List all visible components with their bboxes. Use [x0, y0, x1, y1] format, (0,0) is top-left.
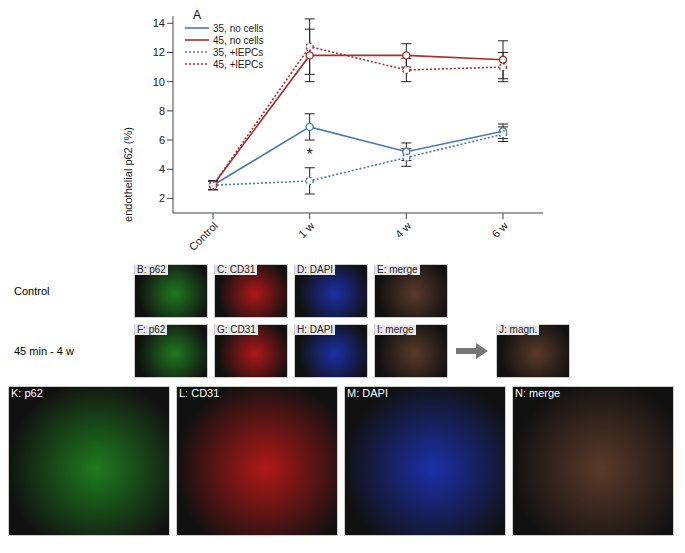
html-text:45 min - 4 w: 45 min - 4 w — [14, 345, 74, 357]
svg-text:14: 14 — [153, 17, 165, 29]
html-text:35, +lEPCs: 35, +lEPCs — [213, 46, 264, 58]
html-text:K: p62: K: p62 — [11, 387, 43, 399]
svg-text:2: 2 — [159, 192, 165, 204]
svg-text:*: * — [307, 146, 313, 163]
html-text:N: merge: N: merge — [515, 387, 561, 399]
html-text:F: p62: F: p62 — [137, 324, 166, 335]
svg-text:6 w: 6 w — [489, 219, 510, 240]
html-text:E: merge: E: merge — [377, 264, 418, 275]
html-text:I: merge: I: merge — [377, 324, 414, 335]
html-text:45, no cells: 45, no cells — [213, 34, 264, 46]
html-text:M: DAPI: M: DAPI — [347, 387, 388, 399]
svg-text:Control: Control — [186, 219, 220, 253]
svg-text:endothelial p62 (%): endothelial p62 (%) — [122, 127, 134, 222]
html-text:A: A — [193, 8, 201, 22]
html-text:45, +lEPCs: 45, +lEPCs — [213, 58, 264, 70]
svg-text:4: 4 — [159, 163, 165, 175]
html-text:D: DAPI: D: DAPI — [297, 264, 334, 275]
svg-text:6: 6 — [159, 134, 165, 146]
svg-text:12: 12 — [153, 46, 165, 58]
html-text:G: CD31: G: CD31 — [217, 324, 256, 335]
html-text:Control: Control — [14, 285, 50, 297]
html-text:B: p62: B: p62 — [137, 264, 166, 275]
html-text:C: CD31: C: CD31 — [217, 264, 256, 275]
html-text:35, no cells: 35, no cells — [213, 22, 264, 34]
svg-text:10: 10 — [153, 76, 165, 88]
svg-text:8: 8 — [159, 105, 165, 117]
html-text:L: CD31: L: CD31 — [179, 387, 220, 399]
svg-text:4 w: 4 w — [393, 219, 414, 240]
html-text:H: DAPI: H: DAPI — [297, 324, 334, 335]
svg-text:1 w: 1 w — [296, 219, 317, 240]
html-text:J: magn.: J: magn. — [499, 324, 538, 335]
